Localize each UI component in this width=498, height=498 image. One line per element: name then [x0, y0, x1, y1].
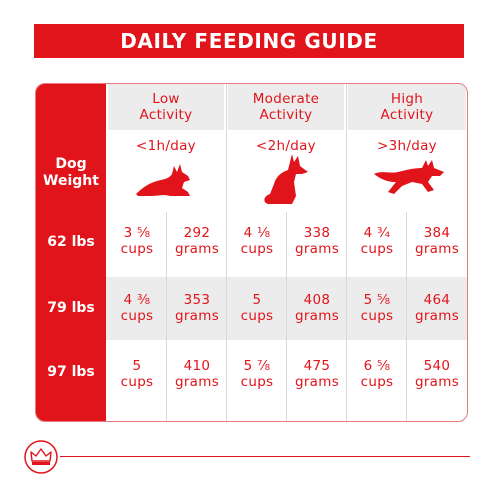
- cups-value: 5 ⅝: [363, 292, 391, 308]
- grams-cell: 410 grams: [168, 358, 226, 390]
- grams-value: 475: [303, 358, 331, 374]
- grams-cell: 464 grams: [408, 292, 466, 324]
- header-low-line2: Activity: [139, 107, 193, 123]
- rate-low: <1h/day: [136, 138, 196, 154]
- cups-unit: cups: [360, 308, 394, 324]
- grams-cell: 475 grams: [288, 358, 346, 390]
- cups-cell: 6 ⅝ cups: [348, 358, 406, 390]
- cups-cell: 4 ¾ cups: [348, 225, 406, 257]
- cups-cell: 4 ⅜ cups: [108, 292, 166, 324]
- cups-value: 4 ⅜: [123, 292, 151, 308]
- cups-cell: 5 ⅞ cups: [228, 358, 286, 390]
- cups-unit: cups: [240, 374, 274, 390]
- header-high-activity: High Activity: [348, 84, 466, 130]
- cups-unit: cups: [120, 374, 154, 390]
- weight-label: Weight: [43, 173, 99, 189]
- grams-value: 353: [183, 292, 211, 308]
- weight-row-2: 79 lbs: [47, 300, 95, 316]
- cell-divider: [406, 212, 407, 421]
- grams-value: 540: [423, 358, 451, 374]
- cups-value: 5: [252, 292, 262, 308]
- header-low-activity: Low Activity: [108, 84, 224, 130]
- grams-cell: 353 grams: [168, 292, 226, 324]
- weight-row-3: 97 lbs: [47, 364, 95, 380]
- crown-logo-icon: [24, 440, 58, 474]
- dog-label: Dog: [55, 156, 87, 172]
- grams-unit: grams: [414, 308, 460, 324]
- grams-cell: 408 grams: [288, 292, 346, 324]
- grams-unit: grams: [174, 374, 220, 390]
- grams-cell: 338 grams: [288, 225, 346, 257]
- header-moderate-activity: Moderate Activity: [228, 84, 344, 130]
- grams-unit: grams: [414, 241, 460, 257]
- lying-dog-icon: [136, 164, 190, 196]
- cups-cell: 3 ⅝ cups: [108, 225, 166, 257]
- sitting-dog-icon: [264, 154, 308, 204]
- grams-unit: grams: [414, 374, 460, 390]
- grams-unit: grams: [294, 308, 340, 324]
- cell-divider: [166, 212, 167, 421]
- grams-cell: 292 grams: [168, 225, 226, 257]
- grams-cell: 384 grams: [408, 225, 466, 257]
- rate-moderate: <2h/day: [256, 138, 316, 154]
- cups-unit: cups: [120, 241, 154, 257]
- grams-cell: 540 grams: [408, 358, 466, 390]
- cups-cell: 5 ⅝ cups: [348, 292, 406, 324]
- running-dog-icon: [374, 160, 444, 194]
- column-divider: [226, 84, 227, 421]
- header-moderate-line1: Moderate: [252, 91, 320, 107]
- grams-value: 338: [303, 225, 331, 241]
- grams-value: 292: [183, 225, 211, 241]
- cups-cell: 5 cups: [108, 358, 166, 390]
- page-title: DAILY FEEDING GUIDE: [34, 24, 464, 58]
- grams-value: 408: [303, 292, 331, 308]
- cups-value: 4 ¾: [363, 225, 391, 241]
- grams-value: 464: [423, 292, 451, 308]
- cups-unit: cups: [360, 241, 394, 257]
- cups-cell: 4 ⅛ cups: [228, 225, 286, 257]
- cups-value: 5 ⅞: [243, 358, 271, 374]
- cups-unit: cups: [360, 374, 394, 390]
- dog-weight-label: Dog Weight: [36, 156, 106, 190]
- cups-unit: cups: [120, 308, 154, 324]
- grams-value: 410: [183, 358, 211, 374]
- grams-unit: grams: [174, 241, 220, 257]
- cups-value: 3 ⅝: [123, 225, 151, 241]
- header-low-line1: Low: [152, 91, 180, 107]
- cups-unit: cups: [240, 308, 274, 324]
- footer-divider: [60, 456, 470, 457]
- cups-unit: cups: [240, 241, 274, 257]
- cups-value: 5: [132, 358, 142, 374]
- cups-value: 6 ⅝: [363, 358, 391, 374]
- feeding-table: Dog Weight 62 lbs 79 lbs 97 lbs Low Acti…: [35, 83, 468, 422]
- rate-high: >3h/day: [377, 138, 437, 154]
- cell-divider: [286, 212, 287, 421]
- weight-row-1: 62 lbs: [47, 234, 95, 250]
- column-divider: [346, 84, 347, 421]
- cups-cell: 5 cups: [228, 292, 286, 324]
- header-moderate-line2: Activity: [259, 107, 313, 123]
- grams-unit: grams: [294, 374, 340, 390]
- grams-unit: grams: [174, 308, 220, 324]
- grams-unit: grams: [294, 241, 340, 257]
- weight-column: Dog Weight 62 lbs 79 lbs 97 lbs: [36, 84, 106, 421]
- grams-value: 384: [423, 225, 451, 241]
- header-high-line1: High: [390, 91, 424, 107]
- cups-value: 4 ⅛: [243, 225, 271, 241]
- header-high-line2: Activity: [380, 107, 434, 123]
